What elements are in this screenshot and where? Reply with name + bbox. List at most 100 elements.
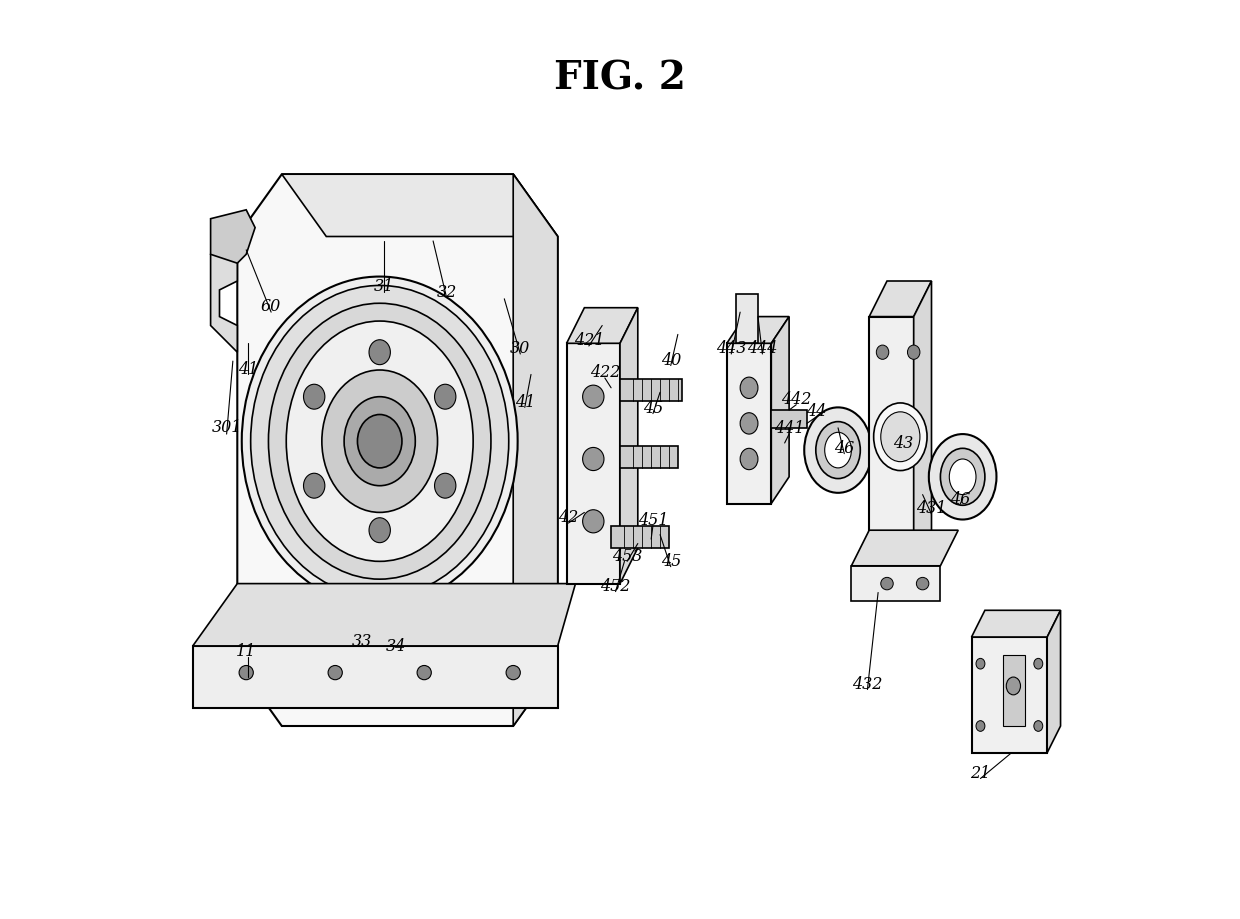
- Ellipse shape: [434, 385, 456, 410]
- Ellipse shape: [583, 510, 604, 533]
- Text: FIG. 2: FIG. 2: [554, 60, 686, 97]
- Polygon shape: [852, 530, 959, 566]
- Polygon shape: [771, 411, 807, 428]
- Polygon shape: [513, 175, 558, 726]
- Text: 444: 444: [748, 340, 777, 357]
- Text: 431: 431: [916, 500, 946, 516]
- Polygon shape: [611, 527, 668, 549]
- Ellipse shape: [250, 286, 508, 597]
- Ellipse shape: [1007, 677, 1021, 695]
- Text: 31: 31: [374, 278, 394, 295]
- Ellipse shape: [1034, 720, 1043, 732]
- Text: 41: 41: [238, 360, 258, 378]
- Ellipse shape: [434, 473, 456, 499]
- Ellipse shape: [877, 532, 889, 547]
- Text: 41: 41: [515, 393, 534, 410]
- Text: 46: 46: [835, 439, 854, 457]
- Polygon shape: [192, 646, 558, 709]
- Text: 421: 421: [574, 332, 604, 349]
- Polygon shape: [869, 317, 914, 593]
- Ellipse shape: [908, 346, 920, 360]
- Ellipse shape: [976, 720, 985, 732]
- Ellipse shape: [880, 578, 893, 590]
- Ellipse shape: [950, 460, 976, 495]
- Polygon shape: [1048, 610, 1060, 753]
- Ellipse shape: [506, 665, 521, 680]
- Ellipse shape: [417, 665, 432, 680]
- Ellipse shape: [242, 278, 517, 607]
- Polygon shape: [972, 610, 1060, 637]
- Ellipse shape: [1034, 659, 1043, 669]
- Text: 30: 30: [510, 340, 531, 357]
- Ellipse shape: [370, 340, 391, 365]
- Text: 452: 452: [600, 577, 631, 595]
- Text: 40: 40: [661, 351, 681, 369]
- Polygon shape: [1003, 655, 1025, 726]
- Text: 451: 451: [637, 512, 668, 528]
- Ellipse shape: [304, 473, 325, 499]
- Polygon shape: [567, 344, 620, 584]
- Text: 422: 422: [590, 364, 620, 380]
- Ellipse shape: [740, 448, 758, 471]
- Polygon shape: [192, 584, 575, 646]
- Ellipse shape: [916, 578, 929, 590]
- Text: 443: 443: [715, 340, 746, 357]
- Ellipse shape: [322, 370, 438, 513]
- Text: 60: 60: [260, 298, 281, 315]
- Polygon shape: [914, 282, 931, 593]
- Ellipse shape: [908, 532, 920, 547]
- Polygon shape: [972, 637, 1048, 753]
- Ellipse shape: [929, 435, 997, 520]
- Ellipse shape: [286, 322, 474, 562]
- Text: 11: 11: [236, 642, 257, 659]
- Text: 44: 44: [806, 403, 826, 420]
- Polygon shape: [771, 317, 789, 504]
- Ellipse shape: [583, 386, 604, 409]
- Ellipse shape: [880, 413, 920, 462]
- Text: 441: 441: [774, 420, 805, 437]
- Ellipse shape: [825, 433, 852, 469]
- Polygon shape: [237, 175, 558, 726]
- Polygon shape: [211, 237, 237, 353]
- Ellipse shape: [740, 378, 758, 399]
- Text: 45: 45: [642, 400, 663, 416]
- Ellipse shape: [239, 665, 253, 680]
- Text: 43: 43: [893, 435, 913, 452]
- Ellipse shape: [740, 414, 758, 435]
- Ellipse shape: [357, 415, 402, 469]
- Text: 301: 301: [212, 419, 242, 436]
- Ellipse shape: [268, 304, 491, 580]
- Text: 32: 32: [436, 284, 456, 301]
- Polygon shape: [567, 309, 637, 344]
- Ellipse shape: [583, 448, 604, 471]
- Text: 34: 34: [386, 637, 405, 653]
- Ellipse shape: [877, 346, 889, 360]
- Text: 453: 453: [611, 547, 642, 564]
- Text: 33: 33: [352, 632, 372, 650]
- Polygon shape: [727, 344, 771, 504]
- Ellipse shape: [345, 397, 415, 486]
- Polygon shape: [281, 175, 558, 237]
- Ellipse shape: [816, 422, 861, 479]
- Text: 46: 46: [950, 490, 970, 507]
- Polygon shape: [869, 282, 931, 317]
- Polygon shape: [852, 566, 940, 602]
- Ellipse shape: [976, 659, 985, 669]
- Text: 432: 432: [852, 675, 883, 692]
- Ellipse shape: [304, 385, 325, 410]
- Polygon shape: [727, 317, 789, 344]
- Ellipse shape: [329, 665, 342, 680]
- Ellipse shape: [940, 448, 985, 505]
- Text: 442: 442: [781, 391, 811, 407]
- Polygon shape: [620, 446, 678, 469]
- Ellipse shape: [805, 408, 872, 494]
- Text: 21: 21: [971, 764, 991, 781]
- Text: 42: 42: [558, 509, 579, 526]
- Polygon shape: [735, 295, 758, 344]
- Ellipse shape: [370, 518, 391, 543]
- Polygon shape: [620, 309, 637, 584]
- Text: 45: 45: [661, 552, 681, 570]
- Polygon shape: [211, 210, 255, 264]
- Polygon shape: [620, 380, 682, 402]
- Ellipse shape: [874, 403, 928, 471]
